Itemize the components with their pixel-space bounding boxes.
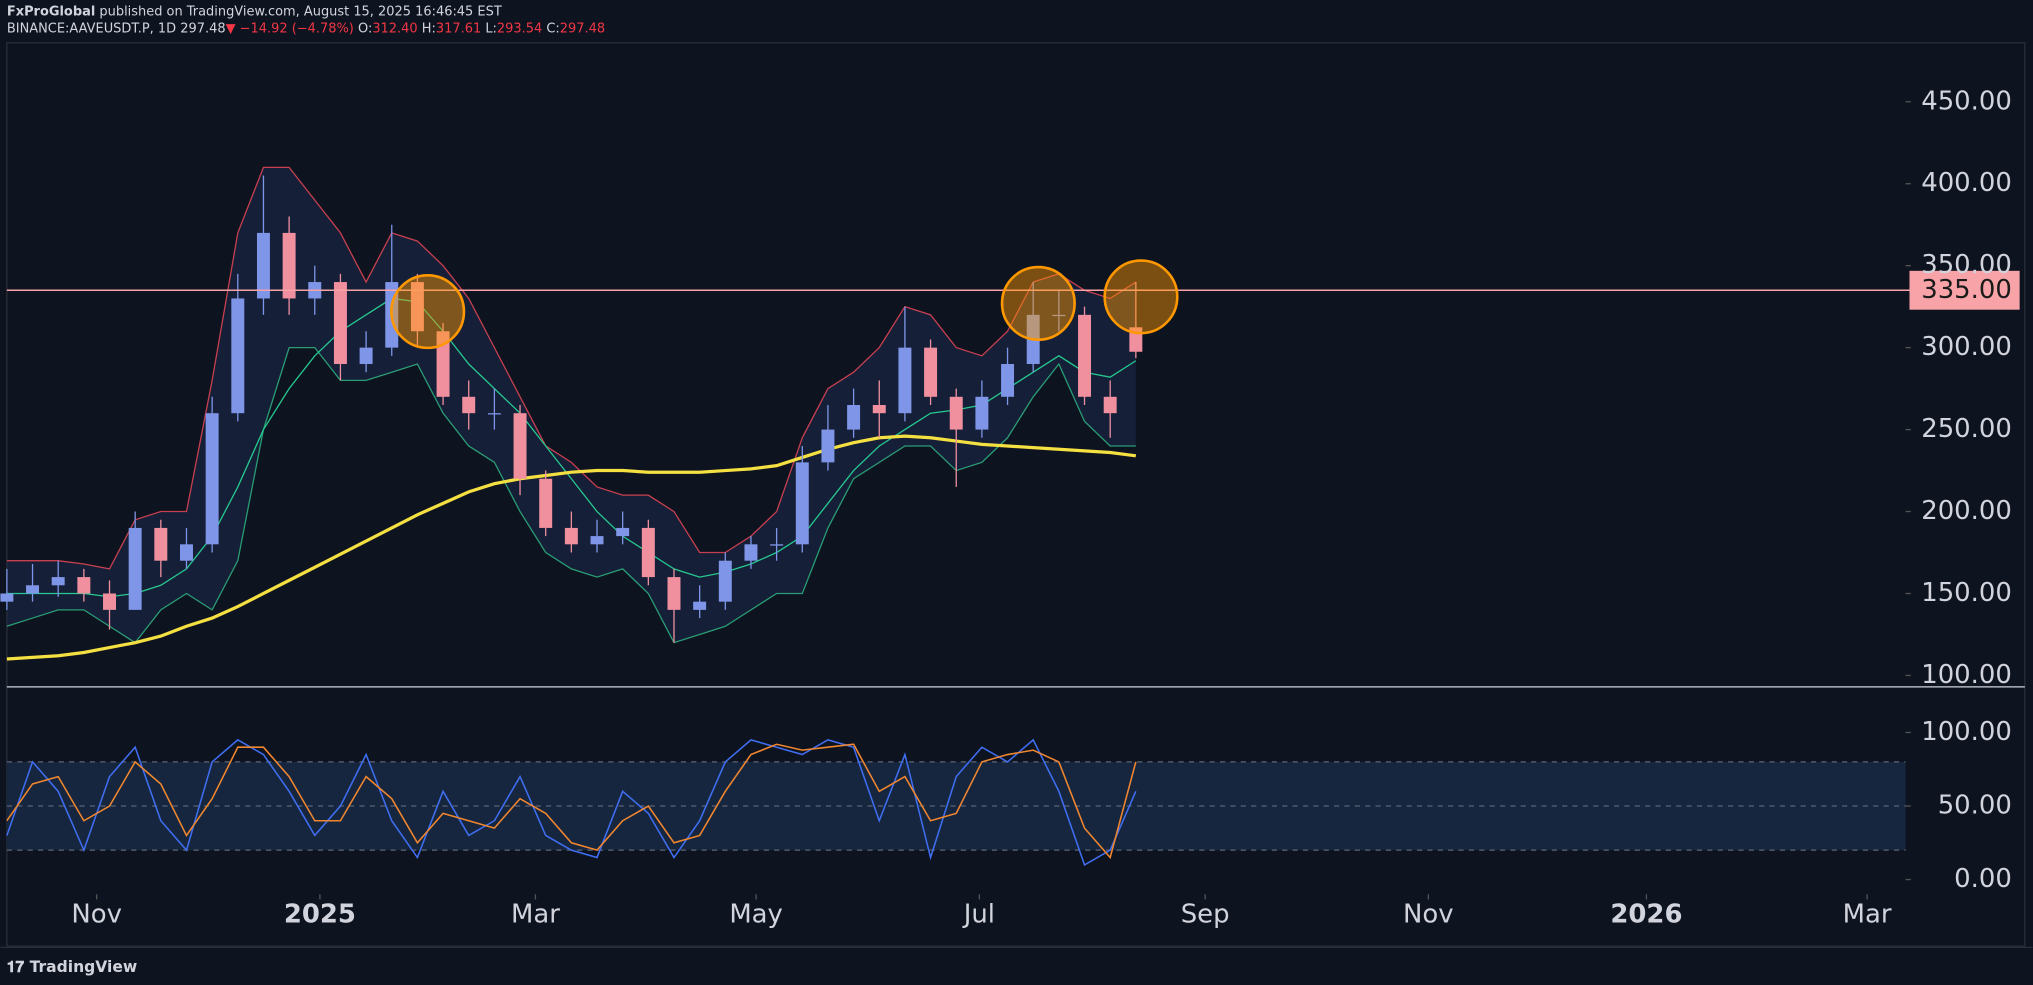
candle-body: [564, 527, 578, 545]
candle-body: [847, 404, 861, 430]
y-tick-label: 300.00: [1921, 332, 2012, 362]
y-tick-label: 150.00: [1921, 578, 2012, 608]
ohlc-key: O:: [358, 21, 372, 36]
x-tick-label: 2026: [1610, 900, 1682, 930]
x-tick-label: Nov: [71, 900, 122, 930]
frame: [6, 42, 2026, 947]
level-label: 335.00: [1921, 275, 2012, 305]
y-tick-label: 200.00: [1921, 496, 2012, 526]
candle-body: [821, 429, 835, 463]
candle-body: [513, 413, 527, 479]
y-tick-label: 100.00: [1921, 660, 2012, 690]
candle-body: [51, 577, 65, 586]
candle-body: [26, 585, 40, 594]
candle-body: [154, 527, 168, 561]
candle-body: [795, 462, 809, 545]
ohlc-value: 297.48: [560, 21, 605, 36]
candle-body: [770, 544, 784, 546]
brand: TradingView: [30, 957, 138, 975]
y-tick-label: 450.00: [1921, 86, 2012, 116]
candle-body: [205, 413, 219, 545]
level-tag: [1909, 270, 2020, 310]
x-tick-label: Mar: [1843, 900, 1892, 930]
candle-body: [231, 298, 245, 414]
x-tick-label: Mar: [511, 900, 560, 930]
price: 297.48: [180, 21, 225, 36]
candle-body: [128, 527, 142, 610]
candle-body: [898, 347, 912, 414]
publisher: FxProGlobal: [7, 4, 95, 19]
highlight-circle: [1000, 265, 1076, 341]
candle-body: [744, 544, 758, 561]
x-tick-label: Sep: [1181, 900, 1230, 930]
candle-body: [1052, 314, 1066, 317]
candle-body: [1103, 396, 1117, 414]
symbol-line: BINANCE:AAVEUSDT.P, 1D 297.48▼ −14.92 (−…: [7, 21, 605, 36]
candle-body: [77, 577, 91, 594]
footer-logo: 𝟏𝟕 TradingView: [7, 957, 137, 975]
candle-body: [1078, 314, 1092, 397]
indicator-line: [6, 434, 1137, 661]
candle-body: [436, 331, 450, 397]
candle-body: [359, 347, 373, 365]
candle-body: [462, 396, 476, 414]
published: published on TradingView.com, August 15,…: [99, 4, 501, 19]
ohlc-key: C:: [546, 21, 559, 36]
ohlc-value: 293.54: [497, 21, 542, 36]
highlight-circle: [1103, 259, 1179, 335]
candle-body: [256, 232, 270, 299]
ohlc-key: L:: [485, 21, 497, 36]
y-tick-label: 350.00: [1921, 250, 2012, 280]
candle-body: [1001, 364, 1015, 397]
candle-body: [487, 413, 501, 415]
y-tick-label: 400.00: [1921, 168, 2012, 198]
candle-body: [872, 404, 886, 414]
x-tick-label: 2025: [284, 900, 356, 930]
osc-line: [6, 738, 1137, 867]
symbol: BINANCE:AAVEUSDT.P, 1D: [7, 21, 176, 36]
y-tick-label: 250.00: [1921, 414, 2012, 444]
candle-body: [590, 536, 604, 545]
candle-body: [693, 601, 707, 610]
osc-line: [6, 743, 1137, 860]
candle-body: [180, 544, 193, 561]
x-tick-label: Nov: [1403, 900, 1454, 930]
candle-body: [333, 282, 347, 365]
indicator-line: [6, 166, 1137, 570]
y-tick-label: 100.00: [1921, 717, 2012, 747]
candle-body: [641, 527, 655, 578]
candle-body: [718, 560, 732, 602]
change: ▼ −14.92 (−4.78%): [226, 21, 354, 36]
x-tick-label: May: [729, 900, 783, 930]
indicator-line: [6, 346, 1136, 644]
candle-body: [410, 282, 424, 332]
candle-body: [616, 527, 630, 537]
candle-body: [949, 396, 963, 430]
highlight-circle: [390, 273, 466, 350]
y-tick-label: 0.00: [1954, 864, 2012, 894]
indicator-line: [6, 297, 1137, 598]
candle-body: [0, 593, 14, 602]
y-tick-label: 50.00: [1938, 791, 2012, 821]
ohlc-value: 317.61: [436, 21, 481, 36]
candle-body: [924, 347, 938, 397]
candle-body: [282, 232, 296, 299]
candle-body: [103, 593, 116, 610]
candle-body: [667, 577, 681, 610]
ohlc-key: H:: [422, 21, 436, 36]
candle-body: [975, 396, 989, 430]
header-line: FxProGlobal published on TradingView.com…: [7, 4, 502, 19]
ohlc-value: 312.40: [372, 21, 417, 36]
x-tick-label: Jul: [962, 900, 995, 930]
logo-mark: 𝟏𝟕: [7, 957, 30, 975]
candle-body: [539, 478, 553, 528]
